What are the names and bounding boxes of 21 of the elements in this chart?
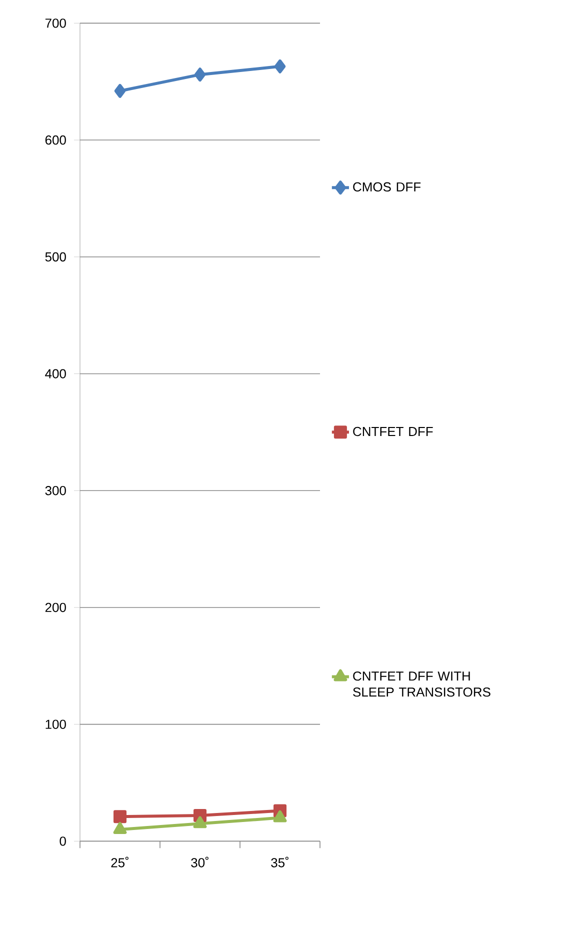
legend-label: CNTFET DFF [353, 426, 433, 436]
point [114, 810, 126, 824]
point [273, 810, 287, 822]
y-tick-label: 0 [60, 836, 66, 846]
y-tick-label: 300 [45, 486, 66, 496]
point [274, 59, 286, 74]
point [114, 84, 126, 98]
y-tick-label: 600 [45, 135, 66, 145]
y-tick-label: 700 [45, 18, 66, 28]
y-tick-label: 400 [45, 369, 66, 378]
y-tick-label: 500 [45, 252, 66, 262]
point [194, 68, 206, 82]
point [193, 816, 207, 828]
y-tick-label: 200 [45, 602, 66, 612]
point [113, 822, 127, 834]
x-tick-label: 25˚ [111, 856, 128, 868]
x-tick-label: 30˚ [191, 856, 208, 868]
y-tick-label: 100 [46, 720, 66, 729]
legend-label: CMOS DFF [353, 182, 421, 192]
legend-label: CNTFET DFF WITH SLEEP TRANSISTORS [353, 671, 490, 697]
x-tick-label: 35˚ [271, 856, 288, 868]
